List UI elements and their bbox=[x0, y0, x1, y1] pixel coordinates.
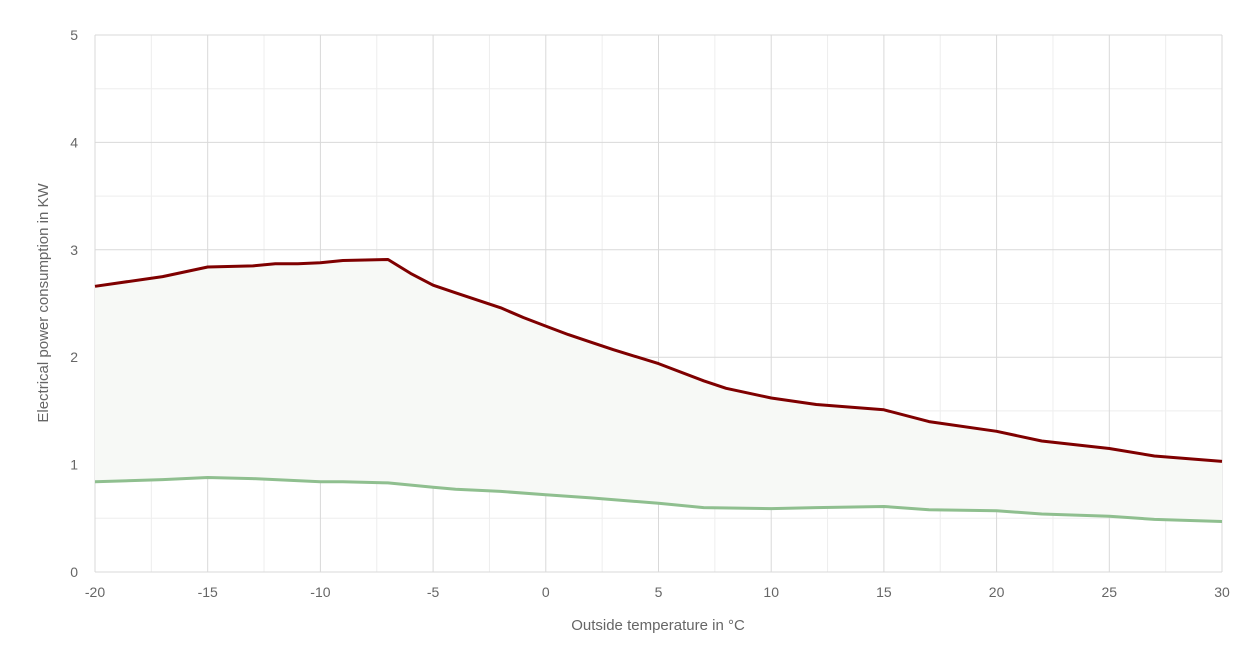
y-tick-label: 3 bbox=[70, 242, 78, 258]
x-tick-label: -10 bbox=[310, 584, 330, 600]
x-tick-label: -5 bbox=[427, 584, 440, 600]
x-tick-label: 5 bbox=[655, 584, 663, 600]
x-tick-label: 15 bbox=[876, 584, 892, 600]
range-area bbox=[95, 259, 1222, 522]
x-tick-label: -15 bbox=[198, 584, 218, 600]
x-tick-label: -20 bbox=[85, 584, 105, 600]
series-lower-line bbox=[94, 476, 1223, 523]
series-upper-line bbox=[94, 258, 1223, 463]
x-tick-label: 25 bbox=[1102, 584, 1118, 600]
x-tick-label: 0 bbox=[542, 584, 550, 600]
x-tick-label: 10 bbox=[763, 584, 779, 600]
x-axis-tick-labels: -20 -15 -10 -5 0 5 10 15 20 25 30 bbox=[85, 584, 1230, 600]
y-tick-label: 5 bbox=[70, 27, 78, 43]
y-tick-label: 4 bbox=[70, 134, 78, 150]
y-tick-label: 0 bbox=[70, 564, 78, 580]
x-tick-label: 20 bbox=[989, 584, 1005, 600]
y-tick-label: 1 bbox=[70, 457, 78, 473]
y-tick-label: 2 bbox=[70, 349, 78, 365]
y-axis-tick-labels: 0 1 2 3 4 5 bbox=[70, 27, 78, 580]
y-axis-label: Electrical power consumption in KW bbox=[35, 183, 52, 423]
x-axis-label: Outside temperature in °C bbox=[571, 617, 745, 634]
x-tick-label: 30 bbox=[1214, 584, 1230, 600]
